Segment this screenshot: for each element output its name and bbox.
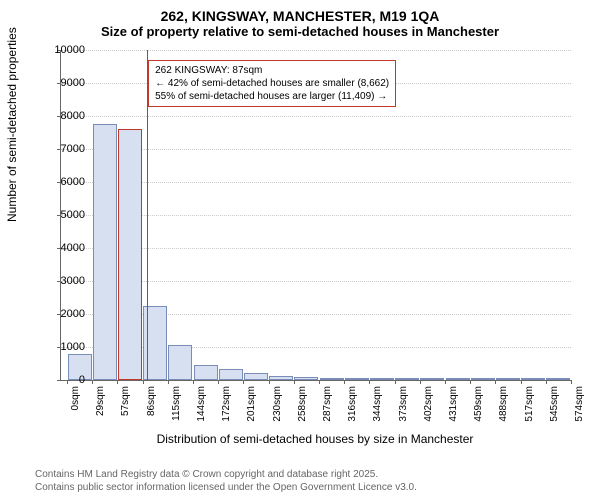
histogram-bar [269,376,293,380]
xtick-mark [395,380,396,384]
xtick-label: 431sqm [448,386,459,422]
histogram-bar [194,365,218,380]
xtick-mark [344,380,345,384]
xtick-label: 287sqm [322,386,333,422]
histogram-bar [118,129,142,380]
histogram-bar [370,378,394,380]
chart-footer: Contains HM Land Registry data © Crown c… [35,468,417,494]
footer-line-1: Contains HM Land Registry data © Crown c… [35,468,417,481]
xtick-label: 488sqm [498,386,509,422]
gridline [61,50,571,51]
histogram-bar [294,377,318,380]
xtick-label: 517sqm [524,386,535,422]
histogram-bar [446,378,470,380]
xtick-label: 201sqm [246,386,257,422]
histogram-bar [345,378,369,380]
xtick-label: 29sqm [95,386,106,416]
xtick-label: 144sqm [196,386,207,422]
xtick-label: 574sqm [574,386,585,422]
x-axis-label: Distribution of semi-detached houses by … [60,432,570,446]
xtick-mark [521,380,522,384]
y-axis-label: Number of semi-detached properties [5,27,19,222]
histogram-bar [420,378,444,380]
histogram-bar [496,378,520,380]
chart-title-sub: Size of property relative to semi-detach… [0,24,600,43]
xtick-mark [495,380,496,384]
histogram-bar [219,369,243,380]
annotation-line: 262 KINGSWAY: 87sqm [155,64,389,77]
ytick-label: 2000 [45,308,85,320]
xtick-label: 316sqm [347,386,358,422]
xtick-label: 230sqm [272,386,283,422]
histogram-bar [93,124,117,380]
histogram-bar [521,378,545,380]
xtick-mark [294,380,295,384]
ytick-label: 3000 [45,275,85,287]
annotation-line: ← 42% of semi-detached houses are smalle… [155,77,389,90]
xtick-label: 344sqm [372,386,383,422]
ytick-label: 9000 [45,77,85,89]
ytick-label: 0 [45,374,85,386]
histogram-bar [395,378,419,380]
xtick-label: 0sqm [70,386,81,410]
xtick-mark [168,380,169,384]
xtick-mark [571,380,572,384]
annotation-box: 262 KINGSWAY: 87sqm← 42% of semi-detache… [148,60,396,107]
xtick-mark [420,380,421,384]
xtick-label: 545sqm [549,386,560,422]
histogram-bar [546,378,570,380]
histogram-bar [168,345,192,380]
ytick-label: 4000 [45,242,85,254]
histogram-bar [244,373,268,380]
histogram-bar [320,378,344,380]
xtick-mark [269,380,270,384]
gridline [61,116,571,117]
xtick-mark [546,380,547,384]
ytick-label: 6000 [45,176,85,188]
xtick-mark [445,380,446,384]
xtick-mark [243,380,244,384]
xtick-label: 57sqm [120,386,131,416]
xtick-label: 172sqm [221,386,232,422]
xtick-mark [319,380,320,384]
ytick-label: 7000 [45,143,85,155]
xtick-mark [193,380,194,384]
xtick-label: 258sqm [297,386,308,422]
xtick-label: 373sqm [398,386,409,422]
xtick-mark [117,380,118,384]
chart-container: 262, KINGSWAY, MANCHESTER, M19 1QA Size … [0,0,600,500]
xtick-mark [369,380,370,384]
xtick-mark [218,380,219,384]
footer-line-2: Contains public sector information licen… [35,481,417,494]
ytick-label: 5000 [45,209,85,221]
xtick-mark [143,380,144,384]
xtick-label: 402sqm [423,386,434,422]
annotation-line: 55% of semi-detached houses are larger (… [155,90,389,103]
chart-title-main: 262, KINGSWAY, MANCHESTER, M19 1QA [0,0,600,24]
xtick-label: 86sqm [146,386,157,416]
xtick-label: 115sqm [171,386,182,421]
xtick-mark [92,380,93,384]
xtick-label: 459sqm [473,386,484,422]
ytick-label: 10000 [45,44,85,56]
xtick-mark [470,380,471,384]
ytick-label: 1000 [45,341,85,353]
histogram-bar [471,378,495,380]
ytick-label: 8000 [45,110,85,122]
